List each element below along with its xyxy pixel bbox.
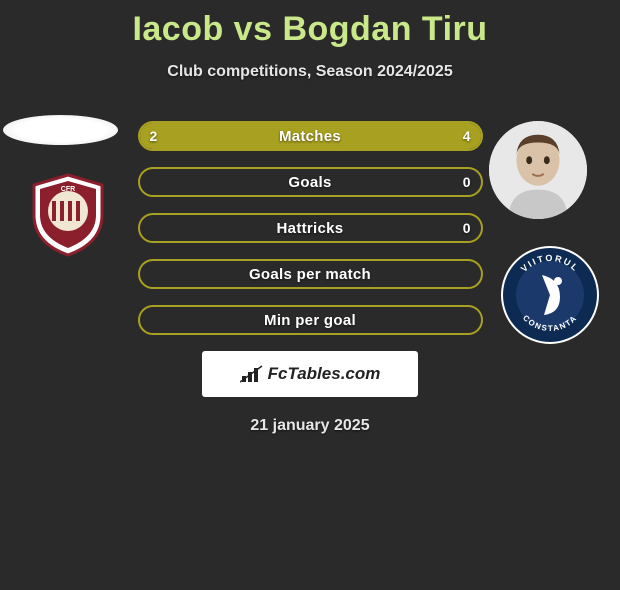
bar-value-right: 4 (463, 123, 471, 149)
bar-label: Min per goal (140, 307, 481, 333)
club-badge-left: CFR (28, 173, 108, 257)
svg-text:CFR: CFR (61, 186, 75, 193)
bar-value-right: 0 (463, 169, 471, 195)
subtitle: Club competitions, Season 2024/2025 (0, 63, 620, 81)
bar-label: Hattricks (140, 215, 481, 241)
date-text: 21 january 2025 (0, 417, 620, 435)
comparison-content: CFR VIITORUL CONSTANTA Matches24Goals0Ha… (0, 115, 620, 435)
page-title: Iacob vs Bogdan Tiru (0, 10, 620, 49)
stat-bar: Goals per match (138, 259, 483, 289)
viitorul-badge-icon: VIITORUL CONSTANTA (500, 245, 600, 345)
bar-value-right: 0 (463, 215, 471, 241)
bar-value-left: 2 (150, 123, 158, 149)
stat-bar: Hattricks0 (138, 213, 483, 243)
player-left-avatar (3, 115, 118, 145)
stat-bar: Matches2 4 (138, 121, 483, 151)
cfr-badge-icon: CFR (28, 173, 108, 257)
source-logo: FcTables.com (202, 351, 418, 397)
stat-bar: Min per goal (138, 305, 483, 335)
stat-bars: Matches24Goals0Hattricks0Goals per match… (138, 115, 483, 335)
stat-bar: Goals0 (138, 167, 483, 197)
bar-label: Matches (140, 123, 481, 149)
bars-chart-icon (240, 364, 264, 384)
player-right-avatar (489, 121, 587, 219)
bar-label: Goals per match (140, 261, 481, 287)
club-badge-right: VIITORUL CONSTANTA (500, 245, 600, 345)
bar-label: Goals (140, 169, 481, 195)
face-placeholder-icon (489, 121, 587, 219)
source-logo-text: FcTables.com (268, 364, 381, 384)
